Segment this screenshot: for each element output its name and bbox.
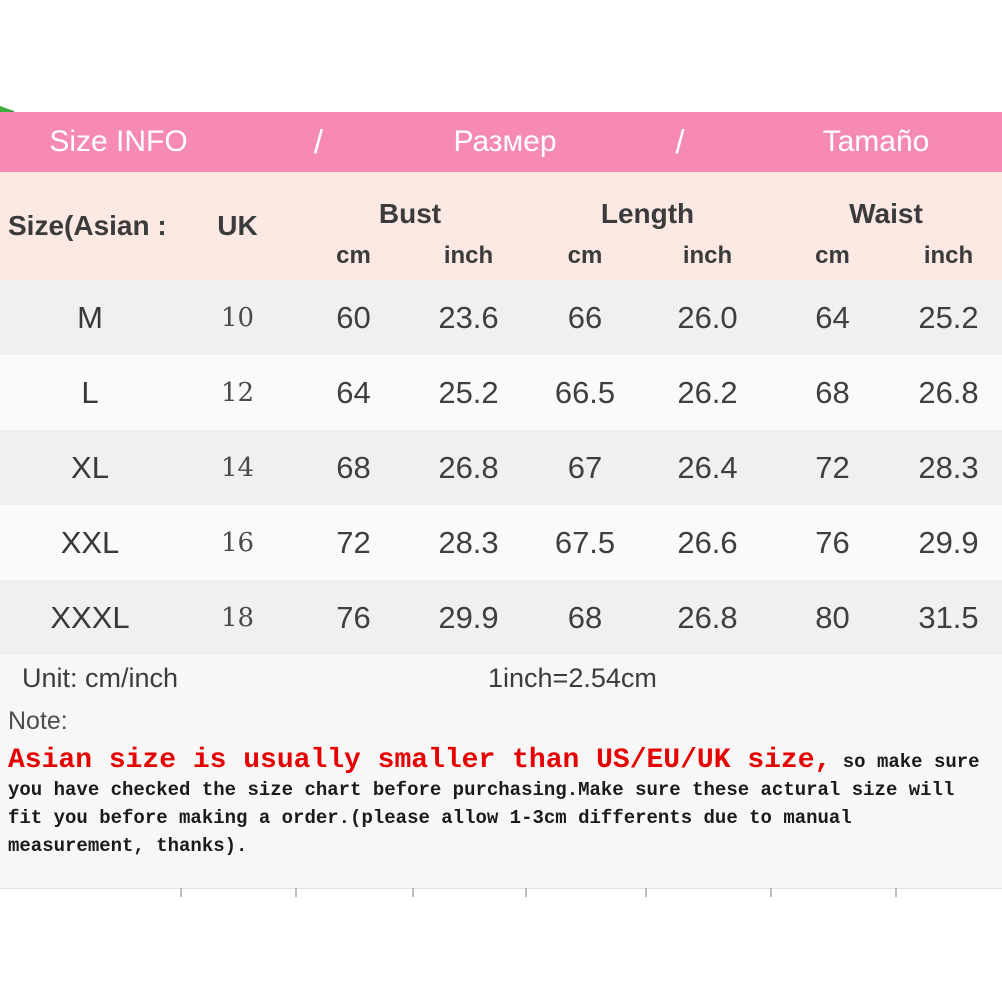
- cell-bust-cm: 76: [336, 599, 371, 635]
- cell-bust-cm: 72: [336, 524, 371, 560]
- cell-waist-cm: 68: [815, 374, 850, 410]
- table-row: XXL 16 72 28.3 67.5 26.6 76 29.9: [0, 505, 1002, 580]
- col-header-waist-cm: cm: [815, 242, 850, 269]
- cell-size: L: [81, 374, 99, 410]
- cell-length-inch: 26.0: [677, 299, 738, 335]
- cell-waist-cm: 64: [815, 299, 850, 335]
- cell-length-inch: 26.8: [677, 599, 738, 635]
- note-paragraph: Asian size is usually smaller than US/EU…: [8, 747, 996, 861]
- note-label: Note:: [8, 707, 68, 735]
- banner-title-es: Tamaño: [822, 125, 930, 158]
- cell-length-cm: 67.5: [554, 524, 616, 560]
- cell-bust-cm: 60: [336, 299, 371, 335]
- cell-length-cm: 68: [567, 599, 603, 635]
- unit-label: Unit: cm/inch: [22, 663, 179, 693]
- cell-size: M: [77, 299, 103, 335]
- table-row: M 10 60 23.6 66 26.0 64 25.2: [0, 280, 1002, 355]
- footer-notes: Unit: cm/inch 1inch=2.54cm Note: Asian s…: [0, 655, 1002, 889]
- cell-bust-inch: 23.6: [438, 299, 499, 335]
- title-banner: Size INFO / Размер / Tamaño: [0, 112, 1002, 172]
- cell-uk: 10: [220, 302, 255, 333]
- cell-bust-inch: 28.3: [438, 524, 499, 560]
- cell-length-cm: 67: [567, 449, 603, 485]
- banner-title-ru: Размер: [453, 125, 557, 158]
- column-tick: [180, 888, 182, 897]
- note-warning-red: Asian size is usually smaller than US/EU…: [8, 745, 832, 776]
- size-table-body: M 10 60 23.6 66 26.0 64 25.2 L 12 64 25.…: [0, 280, 1002, 655]
- column-tick: [295, 888, 297, 897]
- cell-bust-cm: 64: [336, 374, 371, 410]
- banner-separator: /: [313, 123, 324, 160]
- cell-waist-inch: 29.9: [918, 524, 979, 560]
- cell-uk: 12: [220, 377, 255, 408]
- col-group-bust: Bust: [378, 198, 442, 229]
- cell-size: XXXL: [50, 599, 130, 635]
- table-row: L 12 64 25.2 66.5 26.2 68 26.8: [0, 355, 1002, 430]
- column-tick: [770, 888, 772, 897]
- cell-bust-inch: 26.8: [438, 449, 499, 485]
- col-header-bust-cm: cm: [336, 242, 371, 269]
- col-header-length-inch: inch: [682, 242, 733, 269]
- cell-size: XXL: [60, 524, 120, 560]
- cell-waist-cm: 80: [815, 599, 850, 635]
- cell-waist-cm: 76: [815, 524, 850, 560]
- column-tick: [895, 888, 897, 897]
- cell-length-inch: 26.4: [677, 449, 738, 485]
- note-detail-black: so make sure you have checked the size c…: [8, 751, 980, 857]
- table-row: XL 14 68 26.8 67 26.4 72 28.3: [0, 430, 1002, 505]
- col-header-waist-inch: inch: [923, 242, 974, 269]
- cell-length-inch: 26.2: [677, 374, 738, 410]
- inch-conversion: 1inch=2.54cm: [488, 663, 657, 693]
- cell-bust-inch: 25.2: [438, 374, 499, 410]
- col-header-size: Size(Asian :: [8, 210, 167, 241]
- cell-length-cm: 66.5: [554, 374, 616, 410]
- cell-length-inch: 26.6: [677, 524, 738, 560]
- cell-waist-inch: 31.5: [918, 599, 979, 635]
- banner-separator: /: [675, 123, 685, 160]
- cell-uk: 18: [220, 602, 255, 633]
- cell-size: XL: [71, 449, 109, 485]
- cell-waist-inch: 26.8: [918, 374, 979, 410]
- cell-length-cm: 66: [567, 299, 603, 335]
- col-header-bust-inch: inch: [443, 242, 494, 269]
- col-group-waist: Waist: [849, 198, 923, 229]
- cell-bust-cm: 68: [336, 449, 371, 485]
- column-tick: [525, 888, 527, 897]
- col-group-length: Length: [600, 198, 695, 229]
- column-tick: [645, 888, 647, 897]
- cell-waist-inch: 25.2: [918, 299, 979, 335]
- column-tick: [412, 888, 414, 897]
- unit-row: Unit: cm/inch 1inch=2.54cm: [0, 655, 1002, 705]
- cell-waist-inch: 28.3: [918, 449, 979, 485]
- col-header-uk: UK: [217, 210, 258, 241]
- banner-title-en: Size INFO: [49, 125, 188, 158]
- table-row: XXXL 18 76 29.9 68 26.8 80 31.5: [0, 580, 1002, 655]
- cell-uk: 16: [220, 527, 255, 558]
- cell-waist-cm: 72: [815, 449, 850, 485]
- cell-uk: 14: [220, 452, 255, 483]
- col-header-length-cm: cm: [567, 242, 603, 269]
- table-header: Size(Asian : UK Bust Length Waist cm inc…: [0, 172, 1002, 280]
- cell-bust-inch: 29.9: [438, 599, 499, 635]
